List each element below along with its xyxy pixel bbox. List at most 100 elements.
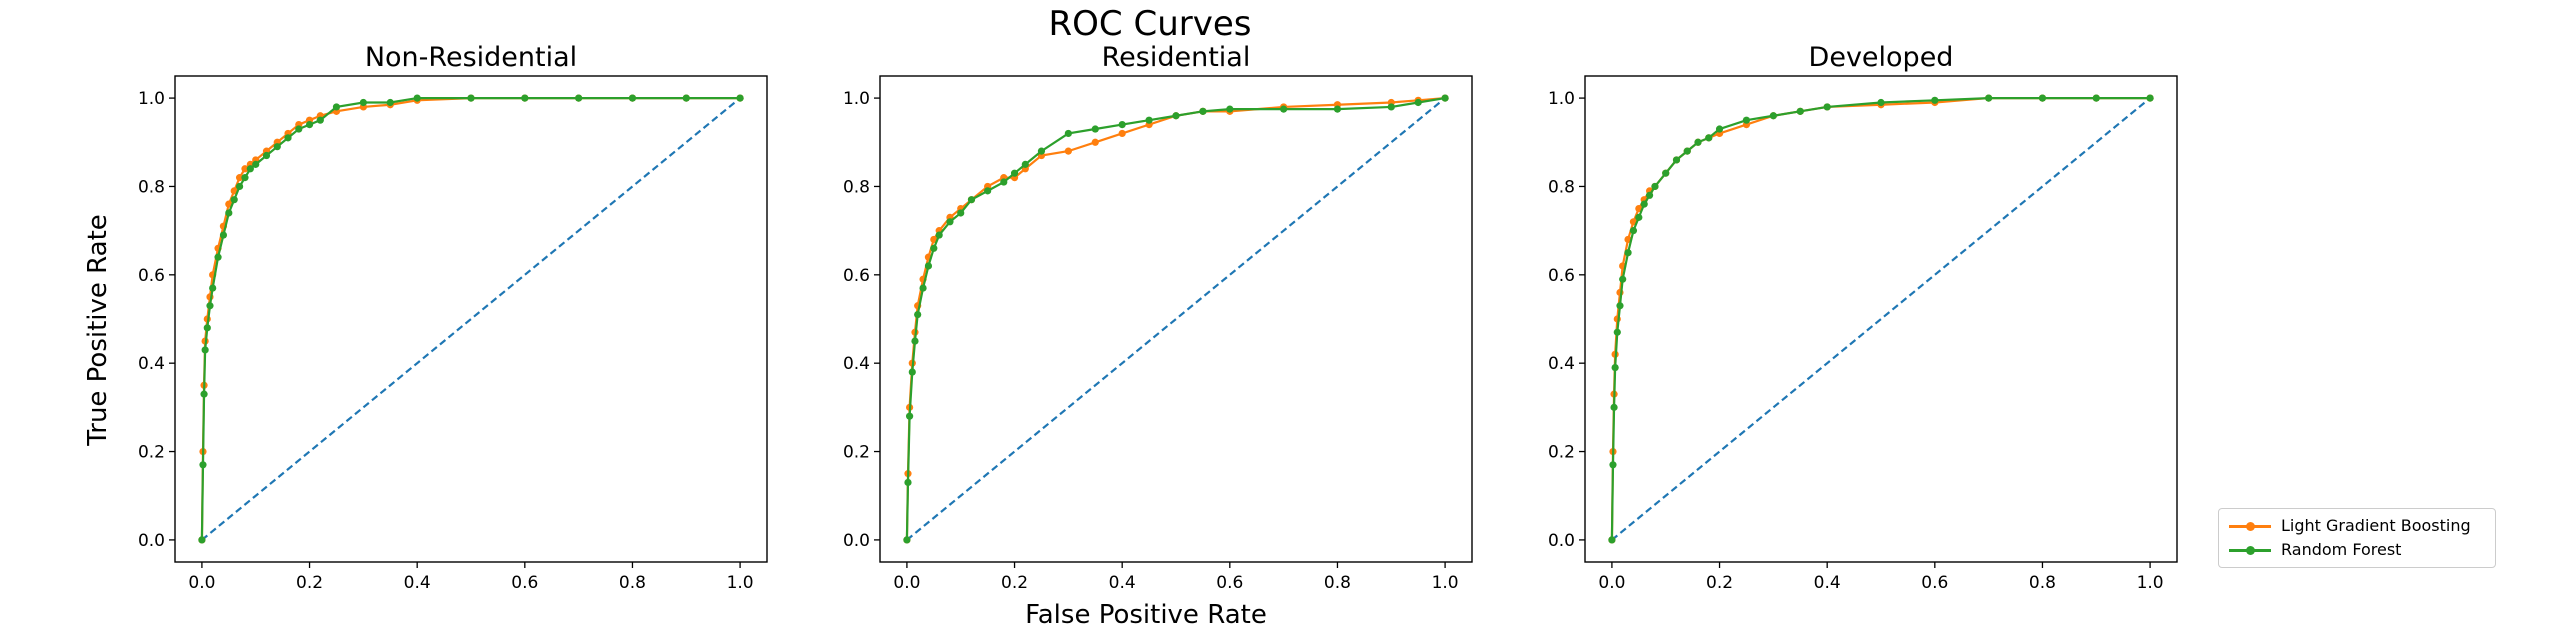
data-point-rf — [1985, 94, 1993, 102]
data-point-rf — [957, 209, 965, 217]
data-point-rf — [273, 143, 281, 151]
data-point-rf — [241, 174, 249, 182]
y-tick-label: 0.6 — [1548, 266, 1575, 286]
data-point-rf — [1037, 147, 1046, 155]
data-point-rf — [903, 536, 911, 544]
data-point-rf — [904, 478, 912, 487]
data-point-rf — [1199, 107, 1207, 115]
x-tick-label: 1.0 — [1432, 573, 1459, 593]
data-point-rf — [1694, 138, 1702, 146]
figure-title: ROC Curves — [1048, 4, 1252, 44]
data-point-rf — [1021, 160, 1029, 168]
data-point-rf — [1823, 103, 1831, 111]
data-point-rf — [984, 187, 992, 195]
data-point-rf — [198, 536, 206, 544]
data-point-rf — [1611, 364, 1619, 372]
data-point-rf — [1651, 182, 1659, 191]
data-point-rf — [206, 302, 214, 310]
x-tick-label: 0.6 — [511, 573, 538, 593]
y-tick-label: 0.4 — [843, 354, 870, 374]
plot-frame — [174, 75, 768, 563]
x-tick-label: 0.8 — [2029, 573, 2056, 593]
data-point-lgb — [241, 165, 249, 173]
data-point-lgb — [1118, 129, 1126, 138]
data-point-rf — [1629, 227, 1638, 235]
y-tick-label: 0.0 — [138, 531, 165, 551]
y-tick-label: 1.0 — [843, 89, 870, 109]
data-point-rf — [1877, 98, 1885, 107]
x-tick-label: 0.8 — [619, 573, 646, 593]
data-point-rf — [1742, 116, 1751, 124]
x-tick-label: 0.6 — [1216, 573, 1243, 593]
data-point-rf — [906, 412, 914, 420]
data-point-rf — [200, 390, 208, 398]
subplot-title: Developed — [1809, 42, 1954, 73]
y-tick-label: 0.6 — [843, 266, 870, 286]
data-point-rf — [1769, 112, 1777, 120]
data-point-rf — [1064, 129, 1072, 138]
data-point-lgb — [1064, 147, 1072, 155]
data-point-rf — [284, 134, 292, 142]
data-point-rf — [230, 196, 238, 204]
y-tick-label: 0.8 — [138, 177, 165, 197]
x-tick-label: 0.2 — [1001, 573, 1028, 593]
x-tick-label: 0.2 — [1706, 573, 1733, 593]
y-tick-label: 0.2 — [138, 443, 165, 463]
x-axis-label: False Positive Rate — [1025, 600, 1267, 630]
subplot-title: Non-Residential — [365, 42, 577, 73]
data-point-rf — [1619, 275, 1627, 283]
data-point-rf — [359, 98, 367, 107]
data-point-rf — [914, 310, 922, 319]
data-point-rf — [1091, 125, 1099, 133]
data-point-rf — [736, 94, 744, 102]
data-point-rf — [225, 209, 233, 217]
data-point-rf — [246, 165, 254, 173]
legend-item-rf: Random Forest — [2219, 538, 2495, 562]
data-point-rf — [1645, 191, 1654, 199]
y-tick-label: 0.8 — [843, 177, 870, 197]
y-tick-label: 1.0 — [1548, 89, 1575, 109]
data-point-rf — [967, 196, 976, 204]
data-point-rf — [305, 121, 314, 129]
x-tick-label: 1.0 — [2137, 573, 2164, 593]
y-axis-label: True Positive Rate — [83, 214, 113, 446]
data-point-rf — [1796, 107, 1804, 115]
data-point-rf — [316, 116, 324, 124]
x-tick-label: 0.8 — [1324, 573, 1351, 593]
data-point-rf — [946, 218, 954, 226]
data-point-rf — [1172, 112, 1180, 120]
data-point-rf — [1624, 249, 1632, 257]
data-point-rf — [1333, 105, 1342, 113]
data-point-rf — [209, 284, 217, 292]
data-point-rf — [2038, 94, 2047, 102]
x-tick-label: 0.0 — [893, 573, 920, 593]
y-tick-label: 0.4 — [1548, 354, 1575, 374]
data-point-lgb — [235, 174, 244, 182]
data-point-rf — [1441, 94, 1449, 102]
data-point-rf — [1715, 125, 1724, 133]
data-point-rf — [1705, 134, 1713, 142]
x-tick-label: 0.6 — [1921, 573, 1948, 593]
data-point-rf — [2092, 94, 2100, 102]
data-point-rf — [924, 262, 933, 270]
data-point-rf — [1414, 98, 1422, 107]
data-point-rf — [1640, 200, 1648, 208]
data-point-rf — [1000, 178, 1008, 186]
series-line-diagonal — [906, 97, 1446, 541]
data-point-rf — [1118, 121, 1126, 129]
data-point-rf — [219, 231, 228, 239]
y-tick-label: 0.8 — [1548, 177, 1575, 197]
y-tick-label: 0.2 — [1548, 443, 1575, 463]
y-tick-label: 0.0 — [1548, 531, 1575, 551]
data-point-rf — [1616, 302, 1624, 310]
plot-frame — [1584, 75, 2178, 563]
data-point-rf — [2146, 94, 2154, 102]
data-point-rf — [628, 94, 637, 102]
data-point-rf — [262, 151, 271, 160]
y-tick-label: 1.0 — [138, 89, 165, 109]
legend-item-lgb: Light Gradient Boosting — [2219, 514, 2495, 538]
x-tick-label: 0.4 — [404, 573, 431, 593]
data-point-rf — [295, 125, 303, 133]
